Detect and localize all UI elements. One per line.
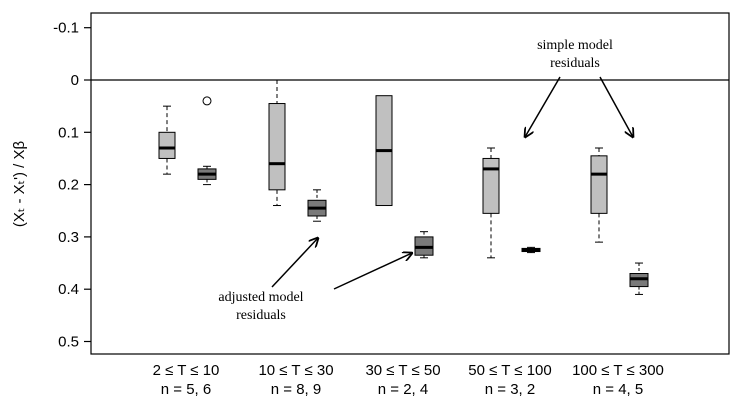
box-simple-group-5 (590, 147, 608, 243)
y-tick-label: 0.2 (58, 177, 79, 194)
y-axis-label: (Xₜ - Xₜ') / Xβ (11, 141, 28, 228)
y-tick-label: 0 (71, 72, 79, 89)
outlier-point (202, 96, 212, 106)
box-simple-group-2 (268, 79, 286, 207)
arrow-adjusted-to-group-3 (333, 253, 412, 290)
x-category-n-label: n = 8, 9 (271, 381, 321, 398)
box-adjusted-group-1 (197, 96, 217, 186)
arrow-adjusted-to-group-2 (271, 238, 318, 288)
x-category-label: 50 ≤ T ≤ 100 (468, 362, 551, 379)
y-axis: -0.1 0 0.1 0.2 0.3 0.4 0.5 (53, 20, 91, 351)
y-tick-label: 0.1 (58, 124, 79, 141)
x-category-label: 100 ≤ T ≤ 300 (572, 362, 664, 379)
box-adjusted-group-3 (414, 231, 434, 259)
box-adjusted-group-2 (307, 189, 327, 222)
box-body (590, 155, 608, 214)
y-tick-label: 0.5 (58, 334, 79, 351)
arrow-simple-to-group-4 (525, 76, 561, 137)
plot-frame (90, 12, 730, 355)
arrow-simple-to-group-5 (599, 76, 633, 137)
box-adjusted-group-5 (629, 262, 649, 295)
x-category-n-label: n = 2, 4 (378, 381, 428, 398)
y-tick-label: -0.1 (53, 20, 79, 37)
box-body (482, 157, 500, 214)
box-simple-group-4 (482, 147, 500, 259)
y-tick-label: 0.4 (58, 281, 79, 298)
annotation-simple-model: simple model residuals (525, 38, 633, 137)
box-simple-group-1 (158, 105, 176, 175)
x-category-label: 2 ≤ T ≤ 10 (153, 362, 220, 379)
x-category-label: 10 ≤ T ≤ 30 (258, 362, 333, 379)
box-body (158, 131, 176, 159)
annotation-adjusted-line-1: adjusted model (218, 290, 303, 305)
box-body (268, 103, 286, 191)
x-category-n-label: n = 4, 5 (593, 381, 643, 398)
boxes (158, 79, 649, 295)
annotation-adjusted-line-2: residuals (236, 308, 286, 323)
x-category-label: 30 ≤ T ≤ 50 (365, 362, 440, 379)
annotation-simple-line-2: residuals (550, 56, 600, 71)
y-tick-label: 0.3 (58, 229, 79, 246)
x-category-n-label: n = 3, 2 (485, 381, 535, 398)
x-category-n-label: n = 5, 6 (161, 381, 211, 398)
annotation-adjusted-model: adjusted model residuals (218, 238, 412, 323)
annotation-simple-line-1: simple model (537, 38, 613, 53)
x-axis-categories: 2 ≤ T ≤ 10 n = 5, 6 10 ≤ T ≤ 30 n = 8, 9 30 … (153, 362, 664, 398)
box-simple-group-3 (375, 95, 393, 207)
box-adjusted-group-4 (521, 246, 541, 254)
